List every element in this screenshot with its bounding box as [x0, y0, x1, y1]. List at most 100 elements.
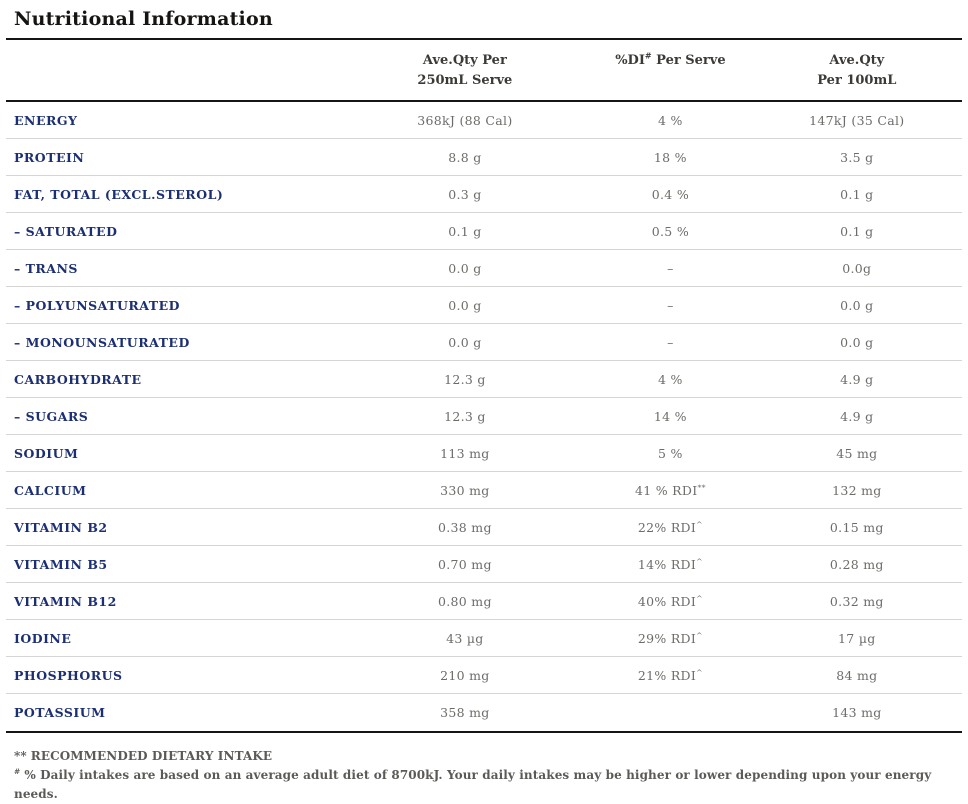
table-row: – MONOUNSATURATED 0.0 g – 0.0 g	[6, 324, 962, 361]
header-per-serve-line1: Ave.Qty Per	[422, 53, 507, 68]
nutrient-label: FAT, TOTAL (EXCL.STEROL)	[14, 186, 224, 202]
value-per-100ml: 45 mg	[836, 445, 878, 461]
value-per-100ml: 132 mg	[832, 482, 882, 498]
value-di-per-serve: 0.4 %	[651, 186, 690, 202]
value-per-100ml: 0.1 g	[840, 223, 874, 239]
footnote-mark: ^	[696, 519, 703, 529]
table-row: ENERGY 368kJ (88 Cal) 4 % 147kJ (35 Cal)	[6, 102, 962, 139]
header-per-100ml-line2: Per 100mL	[817, 73, 897, 88]
value-per-serve: 368kJ (88 Cal)	[417, 112, 513, 128]
value-per-serve: 358 mg	[440, 705, 490, 720]
value-per-100ml: 3.5 g	[840, 149, 874, 165]
table-header: Ave.Qty Per 250mL Serve %DI# Per Serve A…	[6, 40, 962, 102]
nutrient-label: – POLYUNSATURATED	[14, 297, 180, 313]
table-row: – POLYUNSATURATED 0.0 g – 0.0 g	[6, 287, 962, 324]
value-per-100ml: 0.1 g	[840, 186, 874, 202]
value-di-per-serve: –	[667, 260, 674, 276]
header-per-serve: Ave.Qty Per 250mL Serve	[341, 51, 590, 91]
value-di-per-serve: 0.5 %	[651, 223, 690, 239]
di-footnote-mark: #	[644, 50, 652, 61]
value-per-serve: 0.0 g	[448, 297, 482, 313]
value-per-serve: 0.0 g	[448, 334, 482, 350]
nutrient-label: – TRANS	[14, 260, 78, 276]
footnote-mark: ^	[696, 593, 703, 603]
header-di-line: %DI# Per Serve	[615, 50, 726, 68]
value-di-per-serve: 5 %	[658, 445, 683, 461]
value-per-serve: 12.3 g	[444, 408, 486, 424]
table-row: PHOSPHORUS 210 mg 21% RDI^ 84 mg	[6, 657, 962, 694]
nutrient-label: PROTEIN	[14, 149, 85, 165]
value-per-serve: 113 mg	[440, 445, 490, 461]
nutrient-label: – SATURATED	[14, 223, 118, 239]
nutrient-label: PHOSPHORUS	[14, 667, 123, 683]
footnote-rdi: ** RECOMMENDED DIETARY INTAKE	[14, 747, 962, 766]
rdi-footnote-marker: **	[14, 749, 27, 763]
table-row: PROTEIN 8.8 g 18 % 3.5 g	[6, 139, 962, 176]
nutrient-label: CARBOHYDRATE	[14, 371, 142, 387]
table-row: CALCIUM 330 mg 41 % RDI** 132 mg	[6, 472, 962, 509]
footnote-mark: **	[697, 482, 706, 492]
value-per-100ml: 0.0 g	[840, 297, 874, 313]
value-per-serve: 0.0 g	[448, 260, 482, 276]
value-di-per-serve: 14% RDI^	[637, 556, 703, 572]
table-row: VITAMIN B5 0.70 mg 14% RDI^ 0.28 mg	[6, 546, 962, 583]
value-per-100ml: 84 mg	[836, 667, 878, 683]
footnote-daily-intake: #% Daily intakes are based on an average…	[14, 766, 962, 804]
nutrient-label: SODIUM	[14, 445, 79, 461]
value-per-serve: 12.3 g	[444, 371, 486, 387]
value-per-serve: 0.80 mg	[437, 593, 492, 609]
nutrient-label: VITAMIN B5	[14, 556, 108, 572]
table-body: ENERGY 368kJ (88 Cal) 4 % 147kJ (35 Cal) PRO…	[6, 102, 962, 733]
table-row: VITAMIN B12 0.80 mg 40% RDI^ 0.32 mg	[6, 583, 962, 620]
header-per-100ml-line1: Ave.Qty	[829, 53, 885, 68]
value-per-100ml: 0.28 mg	[829, 556, 884, 572]
value-per-serve: 0.38 mg	[437, 519, 492, 535]
value-per-serve: 0.70 mg	[437, 556, 492, 572]
value-di-per-serve: 4 %	[658, 371, 683, 387]
footnote-mark: ^	[696, 667, 703, 677]
value-per-100ml: 0.15 mg	[829, 519, 884, 535]
di-footnote-text: % Daily intakes are based on an average …	[14, 768, 932, 801]
footnote-mark: ^	[696, 630, 703, 640]
nutrient-label: IODINE	[14, 630, 72, 646]
table-row: – TRANS 0.0 g – 0.0g	[6, 250, 962, 287]
value-per-100ml: 4.9 g	[840, 371, 874, 387]
value-di-per-serve: –	[667, 297, 674, 313]
page-title: Nutritional Information	[14, 8, 273, 30]
value-per-serve: 43 µg	[446, 630, 484, 646]
value-per-100ml: 0.0g	[842, 260, 872, 276]
table-row: CARBOHYDRATE 12.3 g 4 % 4.9 g	[6, 361, 962, 398]
value-di-per-serve: 21% RDI^	[637, 667, 703, 683]
nutrient-label: VITAMIN B12	[14, 593, 117, 609]
header-di-per-serve: %DI# Per Serve	[589, 51, 752, 71]
nutrient-label: VITAMIN B2	[14, 519, 108, 535]
rdi-footnote-text: RECOMMENDED DIETARY INTAKE	[30, 749, 273, 763]
table-row: SODIUM 113 mg 5 % 45 mg	[6, 435, 962, 472]
value-per-serve: 8.8 g	[448, 149, 482, 165]
nutrition-table: Ave.Qty Per 250mL Serve %DI# Per Serve A…	[6, 38, 962, 733]
value-di-per-serve: 22% RDI^	[637, 519, 703, 535]
table-row: – SUGARS 12.3 g 14 % 4.9 g	[6, 398, 962, 435]
value-per-100ml: 4.9 g	[840, 408, 874, 424]
nutrient-label: CALCIUM	[14, 482, 87, 498]
value-di-per-serve: 4 %	[658, 112, 683, 128]
table-row: – SATURATED 0.1 g 0.5 % 0.1 g	[6, 213, 962, 250]
table-row: FAT, TOTAL (EXCL.STEROL) 0.3 g 0.4 % 0.1 g	[6, 176, 962, 213]
nutrient-label: – MONOUNSATURATED	[14, 334, 190, 350]
nutrient-label: POTASSIUM	[14, 705, 106, 720]
value-di-per-serve: 14 %	[653, 408, 687, 424]
di-footnote-marker: #	[14, 767, 21, 776]
value-per-100ml: 17 µg	[838, 630, 876, 646]
value-di-per-serve: 40% RDI^	[637, 593, 703, 609]
value-per-serve: 0.3 g	[448, 186, 482, 202]
value-per-100ml: 0.32 mg	[829, 593, 884, 609]
header-per-serve-line2: 250mL Serve	[417, 73, 513, 88]
nutrient-label: ENERGY	[14, 112, 78, 128]
header-per-100ml: Ave.Qty Per 100mL	[752, 51, 962, 91]
nutrient-label: – SUGARS	[14, 408, 89, 424]
footnote-mark: ^	[696, 556, 703, 566]
footnotes: ** RECOMMENDED DIETARY INTAKE #% Daily in…	[6, 747, 962, 804]
table-row: IODINE 43 µg 29% RDI^ 17 µg	[6, 620, 962, 657]
value-di-per-serve: 29% RDI^	[637, 630, 703, 646]
